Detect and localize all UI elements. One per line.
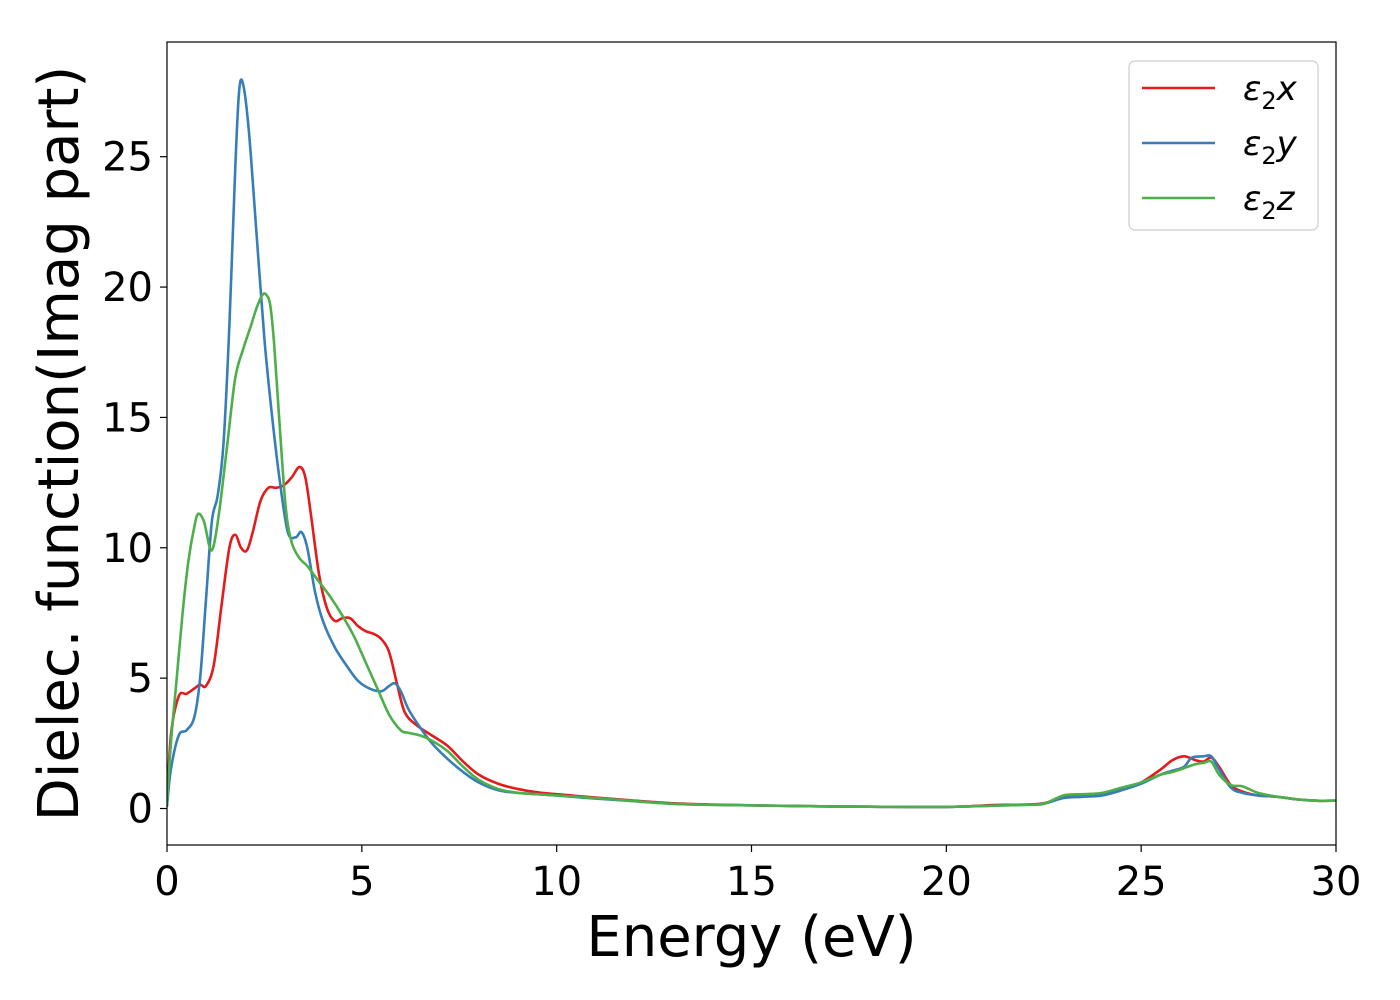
- legend-variable: x: [1276, 69, 1298, 109]
- legend-symbol: ε: [1243, 124, 1261, 164]
- legend-subscript: 2: [1261, 87, 1276, 115]
- y-tick-label: 20: [102, 265, 153, 311]
- legend-subscript: 2: [1261, 197, 1276, 225]
- legend-box: [1128, 60, 1319, 231]
- legend-variable: z: [1276, 179, 1296, 219]
- x-tick-label: 10: [531, 859, 582, 905]
- y-axis-title: Dielec. function(Imag part): [27, 66, 92, 822]
- legend-label-y: ε2y: [1243, 124, 1298, 170]
- x-tick-label: 5: [349, 859, 374, 905]
- x-axis: 0 5 10 15 20 25 30: [154, 845, 1361, 905]
- series-line-z: [167, 292, 1336, 809]
- y-tick-label: 15: [102, 395, 153, 441]
- y-tick-label: 5: [128, 656, 153, 702]
- legend-symbol: ε: [1243, 179, 1261, 219]
- x-tick-label: 20: [921, 859, 972, 905]
- legend-label-z: ε2z: [1243, 179, 1296, 225]
- x-axis-title: Energy (eV): [586, 905, 916, 970]
- y-tick-label: 25: [102, 135, 153, 181]
- x-tick-label: 25: [1116, 859, 1167, 905]
- x-tick-label: 30: [1311, 859, 1362, 905]
- y-tick-label: 10: [102, 526, 153, 572]
- x-tick-label: 15: [726, 859, 777, 905]
- x-tick-label: 0: [154, 859, 179, 905]
- legend-subscript: 2: [1261, 142, 1276, 170]
- y-axis: 0 5 10 15 20 25: [102, 135, 167, 833]
- y-tick-label: 0: [128, 787, 153, 833]
- legend-label-x: ε2x: [1243, 69, 1298, 115]
- legend-variable: y: [1276, 124, 1298, 164]
- series-line-x: [167, 465, 1336, 809]
- series-layer: [167, 78, 1336, 809]
- legend-symbol: ε: [1243, 69, 1261, 109]
